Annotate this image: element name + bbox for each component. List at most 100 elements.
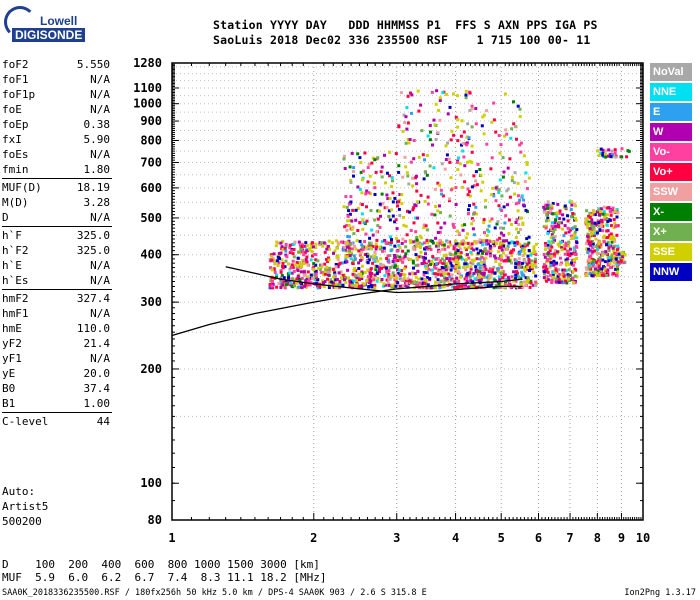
echo-point (562, 274, 566, 278)
echo-point (352, 279, 356, 283)
echo-point (408, 272, 412, 276)
echo-point (411, 261, 415, 265)
echo-point (501, 175, 505, 179)
echo-point (456, 125, 460, 129)
echo-point (613, 210, 617, 213)
echo-point (510, 275, 514, 279)
echo-point (441, 261, 445, 265)
echo-point (292, 248, 296, 251)
echo-point (519, 141, 523, 145)
echo-point (548, 249, 552, 253)
echo-point (303, 273, 307, 277)
echo-point (432, 166, 436, 170)
echo-point (415, 242, 419, 246)
echo-point (503, 283, 507, 287)
echo-point (385, 206, 389, 209)
echo-point (482, 113, 486, 117)
echo-point (411, 281, 415, 285)
echo-point (441, 243, 445, 247)
echo-point (498, 178, 502, 182)
echo-point (531, 283, 535, 287)
echo-point (276, 264, 280, 267)
echo-point (496, 267, 500, 271)
echo-point (423, 158, 426, 162)
echo-point (327, 286, 331, 289)
echo-point (610, 254, 614, 258)
echo-point (314, 246, 318, 250)
echo-point (397, 164, 401, 168)
echo-point (500, 258, 503, 262)
echo-point (532, 263, 536, 267)
legend-item-vo: Vo+ (650, 163, 692, 181)
echo-point (514, 279, 518, 283)
echo-point (548, 273, 552, 277)
echo-point (444, 158, 448, 161)
echo-point (502, 244, 505, 248)
echo-point (597, 221, 601, 224)
echo-point (383, 206, 387, 210)
echo-point (371, 156, 375, 160)
echo-point (303, 244, 307, 248)
echo-point (505, 132, 509, 136)
echo-point (475, 269, 479, 273)
echo-point (557, 268, 561, 272)
param-value: N/A (90, 259, 110, 272)
echo-point (548, 257, 552, 261)
echo-point (470, 242, 474, 246)
param-value: N/A (90, 73, 110, 86)
param-row: h`F 325.0 (2, 228, 110, 243)
echo-point (621, 258, 625, 262)
echo-point (336, 241, 340, 245)
echo-point (558, 221, 561, 225)
echo-point (551, 236, 555, 240)
echo-point (502, 273, 506, 277)
echo-point (467, 136, 471, 140)
echo-point (287, 274, 291, 278)
echo-point (553, 249, 557, 253)
echo-point (391, 179, 394, 183)
echo-point (320, 263, 324, 267)
echo-point (474, 205, 478, 209)
echo-point (602, 234, 606, 238)
echo-point (340, 261, 344, 265)
echo-point (436, 131, 440, 135)
echo-point (346, 235, 350, 238)
echo-point (611, 206, 615, 210)
echo-point (379, 257, 383, 261)
echo-point (411, 184, 415, 188)
echo-point (297, 240, 301, 244)
echo-point (450, 277, 454, 281)
echo-point (438, 286, 442, 290)
echo-point (466, 241, 470, 245)
echo-point (572, 259, 576, 262)
echo-point (356, 152, 360, 156)
echo-point (485, 234, 489, 237)
echo-point (408, 210, 412, 214)
echo-point (359, 161, 363, 165)
echo-point (347, 202, 351, 206)
echo-point (436, 278, 440, 282)
echo-point (513, 171, 517, 175)
echo-point (364, 232, 368, 236)
echo-point (404, 252, 408, 256)
echo-point (477, 279, 481, 283)
echo-point (438, 250, 442, 254)
echo-point (293, 240, 297, 244)
echo-point (605, 206, 609, 210)
echo-point (527, 176, 531, 180)
echo-point (491, 240, 495, 244)
echo-point (469, 265, 473, 269)
echo-point (288, 246, 292, 250)
echo-point (366, 275, 370, 279)
echo-point (288, 271, 292, 275)
echo-point (448, 105, 452, 109)
echo-point (530, 251, 534, 255)
echo-point (488, 219, 492, 223)
echo-point (527, 249, 531, 252)
echo-point (342, 248, 346, 252)
echo-point (428, 245, 432, 249)
echo-point (610, 240, 614, 244)
echo-point (424, 267, 428, 271)
echo-point (387, 275, 391, 279)
echo-point (440, 273, 443, 277)
